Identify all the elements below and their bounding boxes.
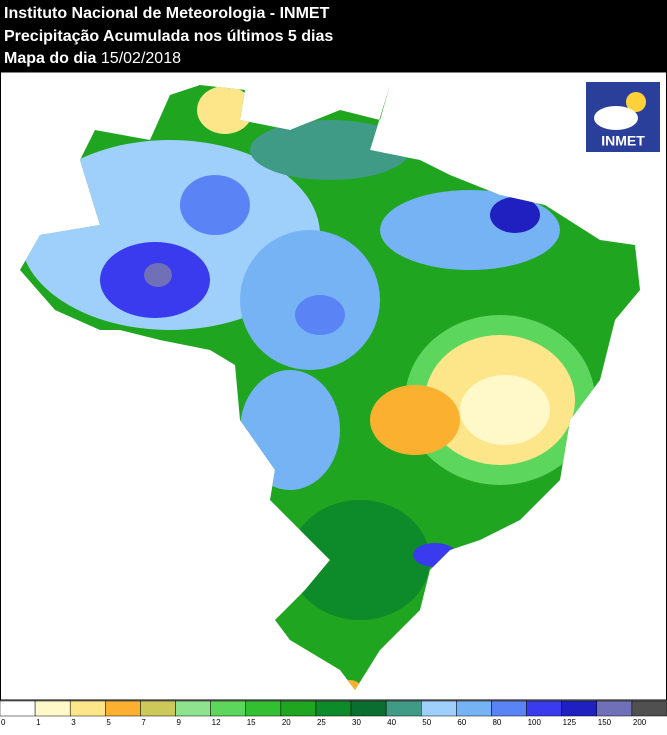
date-line: Mapa do dia 15/02/2018 [4,50,181,67]
legend-label: 9 [177,718,182,727]
legend-label: 40 [387,718,396,727]
header-bar [0,0,667,72]
legend-label: 125 [563,718,577,727]
legend: 0 1 3 5 7 9 12 15 20 25 30 40 50 60 80 100 125 150 200 [0,700,667,727]
legend-label: 50 [422,718,431,727]
legend-swatch [631,700,667,717]
legend-label: 15 [247,718,256,727]
legend-label: 100 [528,718,542,727]
legend-swatch [456,700,492,717]
legend-swatch [0,700,36,717]
logo-cloud [594,106,638,130]
legend-label: 1 [36,718,41,727]
legend-swatch [69,700,106,717]
legend-swatch [385,700,422,717]
legend-swatch [315,700,352,717]
legend-swatch [175,700,211,717]
legend-swatch [210,700,246,717]
legend-swatch [140,700,176,717]
legend-label: 60 [457,718,466,727]
legend-label: 12 [212,718,221,727]
date-label: Mapa do dia [4,50,97,67]
legend-swatch [526,700,562,717]
legend-label: 0 [1,718,6,727]
legend-label: 7 [141,718,146,727]
legend-swatch [350,700,387,717]
legend-label: 20 [282,718,291,727]
date: 15/02/2018 [101,50,181,67]
logo-text: INMET [601,133,645,149]
legend-label: 3 [71,718,76,727]
legend-swatch [491,700,527,717]
legend-label: 5 [106,718,111,727]
legend-label: 80 [492,718,501,727]
legend-label: 200 [633,718,647,727]
legend-label: 25 [317,718,326,727]
subtitle: Precipitação Acumulada nos últimos 5 dia… [4,28,333,45]
legend-swatch [34,700,71,717]
legend-swatch [245,700,282,717]
legend-label: 30 [352,718,361,727]
legend-swatch [596,700,633,717]
legend-swatch [421,700,457,717]
title: Instituto Nacional de Meteorologia - INM… [4,5,330,22]
legend-swatch [561,700,598,717]
legend-label: 150 [598,718,612,727]
legend-swatch [105,700,141,717]
logo-sun [626,92,646,112]
legend-swatch [280,700,317,717]
